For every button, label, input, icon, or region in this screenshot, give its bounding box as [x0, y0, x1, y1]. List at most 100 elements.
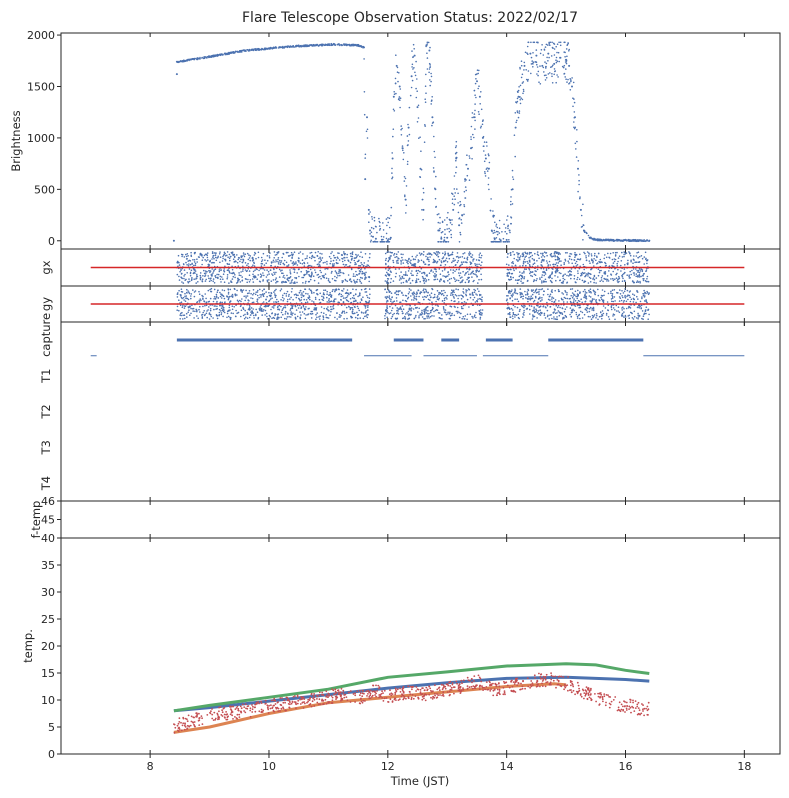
data-point: [545, 280, 547, 283]
data-point: [322, 318, 325, 321]
data-point: [194, 290, 197, 292]
data-point: [438, 258, 441, 261]
data-point: [556, 51, 558, 54]
data-point: [213, 261, 215, 264]
data-point: [463, 257, 466, 260]
data-point: [574, 126, 577, 129]
data-point: [199, 305, 201, 308]
data-point: [343, 310, 346, 313]
data-point: [390, 292, 393, 295]
data-point: [549, 264, 552, 266]
data-point: [423, 273, 426, 275]
data-point: [322, 292, 325, 294]
data-point: [586, 251, 589, 253]
data-point: [467, 271, 469, 273]
data-point: [250, 292, 252, 295]
data-point: [629, 300, 632, 303]
data-point: [213, 296, 216, 298]
data-point: [573, 121, 575, 123]
data-point: [269, 269, 272, 271]
data-point: [214, 256, 217, 259]
data-point: [411, 50, 413, 52]
data-point: [545, 269, 548, 272]
data-point: [471, 276, 473, 278]
data-point: [507, 227, 509, 230]
data-point: [321, 298, 324, 301]
data-point: [462, 288, 465, 290]
data-point: [539, 277, 541, 279]
data-point: [526, 252, 529, 254]
data-point: [457, 255, 459, 258]
data-point: [253, 314, 255, 317]
data-point: [280, 316, 283, 319]
data-point: [297, 44, 300, 47]
data-point: [274, 254, 277, 256]
data-point: [451, 312, 453, 315]
data-point: [464, 274, 466, 276]
data-point: [202, 305, 204, 308]
data-point: [530, 72, 532, 75]
data-point: [593, 281, 595, 284]
data-point: [351, 310, 354, 313]
data-point: [285, 295, 288, 297]
data-point: [227, 293, 230, 295]
data-point: [290, 316, 292, 318]
data-point: [544, 273, 547, 275]
data-point: [386, 241, 388, 243]
data-point: [328, 299, 330, 302]
data-point: [480, 91, 482, 93]
data-point: [223, 297, 226, 300]
data-point: [300, 306, 303, 309]
data-point: [425, 274, 428, 277]
data-point: [496, 226, 499, 229]
data-point: [565, 62, 568, 65]
data-point: [523, 277, 525, 280]
data-point: [206, 270, 208, 273]
data-point: [445, 313, 448, 316]
data-point: [570, 294, 572, 297]
data-point: [230, 312, 233, 314]
data-point: [554, 70, 557, 72]
data-point: [635, 273, 638, 275]
data-point: [395, 54, 397, 56]
data-point: [279, 263, 282, 266]
data-point: [511, 315, 514, 317]
data-point: [520, 76, 523, 79]
chart-title: Flare Telescope Observation Status: 2022…: [242, 10, 578, 26]
data-point: [564, 41, 566, 44]
data-point: [442, 306, 445, 308]
data-point: [462, 315, 465, 318]
data-point: [569, 307, 572, 309]
data-point: [358, 309, 361, 312]
data-point: [251, 278, 254, 280]
data-point: [639, 280, 641, 283]
data-point: [186, 258, 188, 260]
data-point: [584, 293, 587, 295]
data-point: [290, 280, 293, 282]
data-point: [205, 272, 207, 274]
data-point: [544, 278, 547, 281]
data-point: [640, 275, 642, 278]
data-point: [245, 278, 247, 281]
data-point: [591, 259, 593, 262]
data-point: [434, 268, 437, 270]
data-point: [536, 304, 538, 307]
data-point: [451, 261, 453, 264]
data-point: [564, 51, 566, 54]
data-point: [181, 306, 184, 309]
data-point: [359, 276, 362, 279]
data-point: [242, 252, 245, 254]
data-point: [454, 306, 456, 308]
data-point: [181, 291, 184, 293]
data-point: [194, 264, 197, 267]
data-point: [543, 270, 545, 273]
data-point: [564, 56, 566, 58]
data-point: [429, 315, 432, 318]
data-point: [404, 317, 407, 319]
data-point: [185, 295, 188, 297]
data-point: [355, 44, 358, 47]
data-point: [488, 154, 490, 157]
data-point: [583, 268, 585, 271]
